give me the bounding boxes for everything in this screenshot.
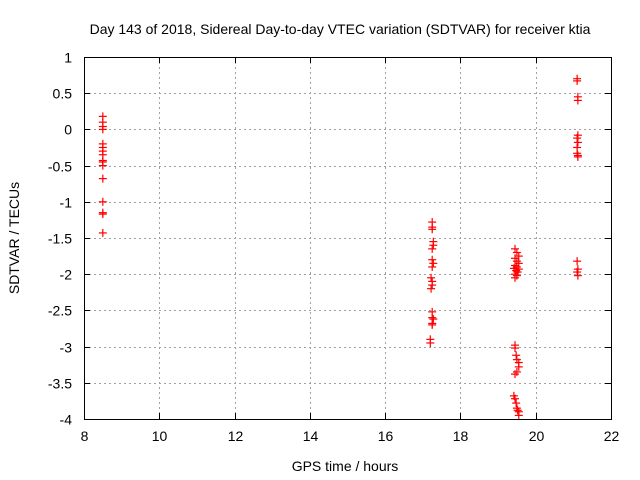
data-point <box>511 244 520 253</box>
data-point <box>427 273 436 282</box>
x-tick-label: 22 <box>604 428 620 444</box>
data-point <box>428 225 437 234</box>
data-point <box>98 228 107 237</box>
x-tick-labels: 8 10 12 14 16 18 20 22 <box>81 428 620 444</box>
y-tick-label: -2 <box>60 267 73 283</box>
y-tick-label: -1.5 <box>48 231 72 247</box>
data-point <box>98 161 107 170</box>
axis-ticks <box>84 57 612 420</box>
data-points <box>98 74 582 420</box>
data-point <box>573 271 582 280</box>
y-tick-label: -0.5 <box>48 159 72 175</box>
y-tick-label: -3.5 <box>48 376 72 392</box>
x-tick-label: 12 <box>228 428 244 444</box>
data-point <box>511 344 520 353</box>
data-point <box>427 284 436 293</box>
data-point <box>512 271 521 280</box>
y-tick-label: -2.5 <box>48 303 72 319</box>
data-point <box>98 197 107 206</box>
data-point <box>573 257 582 266</box>
data-point <box>514 252 523 261</box>
y-axis-label: SDTVAR / TECUs <box>6 182 22 294</box>
data-point <box>98 174 107 183</box>
data-point <box>511 273 520 282</box>
x-tick-label: 14 <box>303 428 319 444</box>
x-tick-label: 8 <box>81 428 89 444</box>
data-point <box>514 411 523 420</box>
data-point <box>512 351 521 360</box>
y-tick-label: 0.5 <box>53 86 73 102</box>
data-point <box>513 406 522 415</box>
y-tick-label: 0 <box>64 122 72 138</box>
y-tick-label: 1 <box>64 50 72 66</box>
x-axis-label: GPS time / hours <box>292 458 399 474</box>
data-point <box>428 281 437 290</box>
y-tick-label: -4 <box>60 412 73 428</box>
data-point <box>512 248 521 257</box>
data-point <box>573 149 582 158</box>
data-point <box>573 96 582 105</box>
data-point <box>98 210 107 219</box>
y-tick-label: -3 <box>60 340 73 356</box>
data-point <box>428 255 437 264</box>
data-point <box>426 338 435 347</box>
data-point <box>573 152 582 161</box>
data-point <box>512 266 521 275</box>
data-point <box>429 259 438 268</box>
data-point <box>428 262 437 271</box>
data-point <box>428 244 437 253</box>
chart-title: Day 143 of 2018, Sidereal Day-to-day VTE… <box>90 21 591 37</box>
data-point <box>573 134 582 143</box>
grid-lines <box>84 57 611 419</box>
plot-frame <box>84 57 612 420</box>
data-point <box>428 320 437 329</box>
x-tick-label: 18 <box>453 428 469 444</box>
data-point <box>511 394 520 403</box>
data-point <box>429 241 438 250</box>
data-point <box>512 404 521 413</box>
x-tick-label: 20 <box>529 428 545 444</box>
data-point <box>429 315 438 324</box>
x-tick-label: 10 <box>152 428 168 444</box>
data-point <box>573 268 582 277</box>
data-point <box>512 367 521 376</box>
data-point <box>573 138 582 147</box>
data-point <box>573 76 582 85</box>
data-point <box>514 362 523 371</box>
y-tick-labels: 1 0.5 0 -0.5 -1 -1.5 -2 -2.5 -3 -3.5 -4 <box>48 50 72 428</box>
data-point <box>512 399 521 408</box>
data-point <box>511 370 520 379</box>
data-point <box>98 125 107 134</box>
x-tick-label: 16 <box>378 428 394 444</box>
y-tick-label: -1 <box>60 195 73 211</box>
